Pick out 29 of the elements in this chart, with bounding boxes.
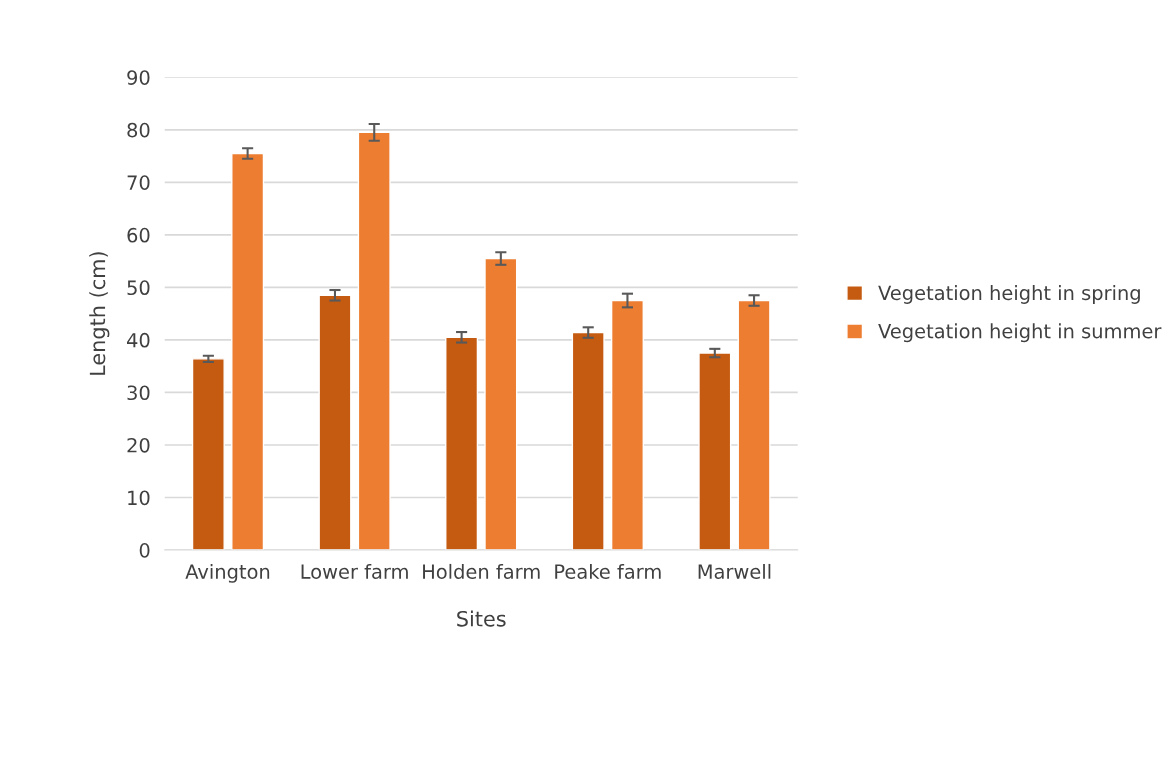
y-tick-label: 80 <box>127 122 150 138</box>
bar <box>610 299 644 551</box>
x-tick-label: Lower farm <box>301 563 408 579</box>
bar <box>231 152 265 551</box>
x-tick-label: Marwell <box>698 563 771 579</box>
y-tick-label: 10 <box>128 490 150 506</box>
y-tick-label: 0 <box>139 542 150 558</box>
bar <box>357 131 391 551</box>
bar <box>737 299 771 551</box>
x-tick-label: Holden farm <box>423 563 540 579</box>
bar <box>445 336 479 551</box>
bar <box>484 257 518 551</box>
bar <box>698 352 732 551</box>
legend-label: Vegetation height in summer <box>878 323 1162 343</box>
y-tick-label: 90 <box>127 70 150 85</box>
y-tick-label: 40 <box>127 332 150 348</box>
y-tick-label: 30 <box>127 385 150 401</box>
legend-label: Vegetation height in spring <box>878 285 1140 304</box>
y-tick-label: 60 <box>127 227 150 243</box>
x-axis-title: Sites <box>457 610 506 627</box>
y-tick-label: 20 <box>127 437 150 453</box>
x-tick-label: Avington <box>185 563 270 583</box>
bar <box>191 358 225 551</box>
y-tick-label: 50 <box>127 280 150 296</box>
x-tick-label: Peake farm <box>555 563 661 579</box>
bar <box>318 294 352 551</box>
y-axis-title: Length (cm) <box>89 252 110 375</box>
bar <box>571 331 605 551</box>
y-tick-label: 70 <box>127 175 150 190</box>
